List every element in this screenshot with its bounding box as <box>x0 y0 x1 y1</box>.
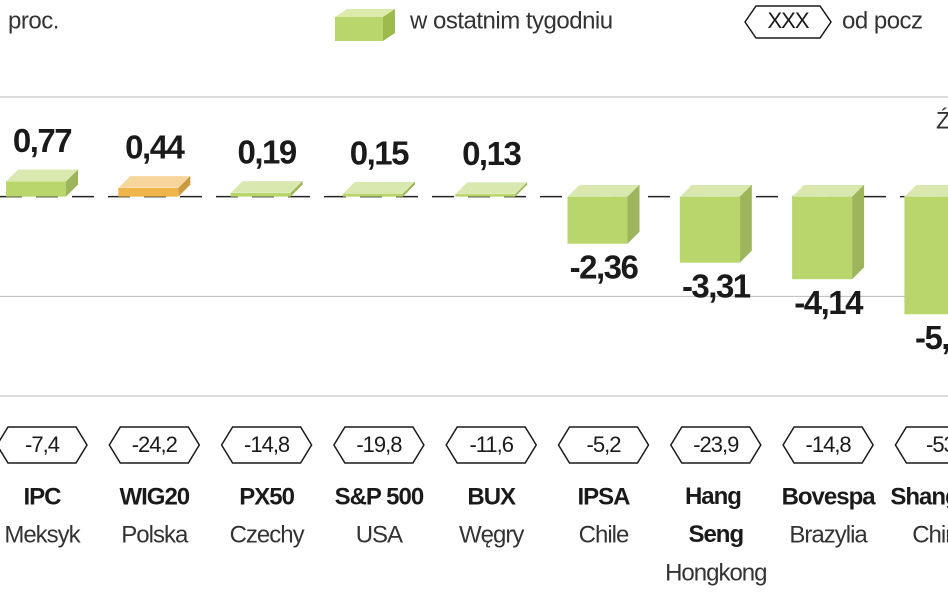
ytd-label: -11,6 <box>469 432 513 457</box>
bar-front <box>904 196 948 315</box>
bar <box>566 184 641 244</box>
hex-box <box>782 426 874 464</box>
hex-box <box>669 426 762 464</box>
index-name: WIG20 <box>119 483 189 510</box>
bar <box>791 184 865 280</box>
bar-side <box>402 181 415 197</box>
hex-box <box>445 426 538 464</box>
legend-hex-text: XXX <box>767 8 809 33</box>
bar-side <box>290 180 303 197</box>
index-name: Hang Seng <box>685 483 747 548</box>
bar-top <box>903 184 948 197</box>
index-name: IPSA <box>577 483 630 510</box>
ytd-label: -23,9 <box>693 432 739 457</box>
legend-label: od pocz <box>842 7 923 34</box>
bar-front <box>230 192 291 197</box>
bar-side <box>178 175 191 197</box>
bar <box>229 180 304 197</box>
country-name: Brazylia <box>789 521 868 548</box>
value-label: -3,31 <box>682 267 751 304</box>
ytd-label: -53 <box>926 432 948 457</box>
bar-top <box>679 184 753 197</box>
bar-side <box>515 182 528 197</box>
index-name: Bovespa <box>782 483 877 510</box>
hex-box <box>0 426 88 464</box>
legend-label: w ostatnim tygodniu <box>409 7 613 34</box>
index-name: S&P 500 <box>335 483 424 510</box>
index-name: IPC <box>23 483 61 510</box>
hex-box <box>894 426 948 464</box>
bar-top <box>566 184 641 197</box>
index-name: Shanghai <box>890 483 948 510</box>
ytd-label: -24,2 <box>132 432 178 457</box>
bar <box>454 181 528 197</box>
country-name: Chiny <box>912 521 948 548</box>
country-name: Meksyk <box>4 521 81 548</box>
hex-box <box>557 426 650 464</box>
bar-side <box>66 169 78 197</box>
bar <box>5 169 79 197</box>
value-label: 0,19 <box>237 134 296 171</box>
legend-icon <box>383 9 395 41</box>
index-name: BUX <box>467 483 516 510</box>
legend: w ostatnim tygodniu XXX od pocz <box>335 5 923 41</box>
bar-top <box>117 175 191 189</box>
country-name: Chile <box>579 521 629 548</box>
value-label: -2,36 <box>570 248 639 285</box>
bar-side <box>627 184 640 244</box>
ytd-label: -19,8 <box>356 432 402 457</box>
legend-icon <box>335 9 395 17</box>
hex-box <box>333 426 425 464</box>
legend-hex <box>744 5 832 39</box>
country-name: Polska <box>121 521 189 548</box>
country-name: Hongkong <box>665 559 766 586</box>
source-label: Ź <box>936 107 948 134</box>
country-name: USA <box>356 521 403 548</box>
legend-icon <box>335 17 383 41</box>
bar-top <box>791 184 865 197</box>
value-label: 0,44 <box>125 129 185 166</box>
value-label: -4,14 <box>794 284 864 321</box>
bar-front <box>455 194 516 197</box>
bar-front <box>118 187 179 197</box>
index-name: PX50 <box>239 483 294 510</box>
bar-top <box>342 181 416 194</box>
ytd-label: -14,8 <box>244 432 290 457</box>
hex-box <box>108 426 201 464</box>
ytd-label: -7,4 <box>25 432 60 457</box>
bar-front <box>679 196 740 263</box>
bar-front <box>792 196 853 280</box>
country-name: Czechy <box>230 521 305 548</box>
bar-side <box>739 184 752 263</box>
ytd-label: -14,8 <box>806 432 852 457</box>
value-label: 0,13 <box>462 135 521 172</box>
bar-top <box>5 169 79 182</box>
bar <box>903 184 948 315</box>
unit-label: proc. <box>8 7 59 34</box>
bar-front <box>6 181 66 197</box>
bar <box>679 184 753 263</box>
bar <box>342 181 416 197</box>
bar-top <box>229 180 304 194</box>
value-label: 0,15 <box>350 134 409 171</box>
bar-top <box>454 181 528 195</box>
bar <box>117 175 191 197</box>
ytd-label: -5,2 <box>587 432 622 457</box>
country-name: Węgry <box>459 521 524 548</box>
bar-front <box>342 193 403 197</box>
bar-front <box>567 196 628 244</box>
bar-side <box>852 184 865 280</box>
value-label: 0,77 <box>13 122 71 159</box>
hex-box <box>220 426 313 464</box>
value-label: -5,9 <box>915 319 948 356</box>
